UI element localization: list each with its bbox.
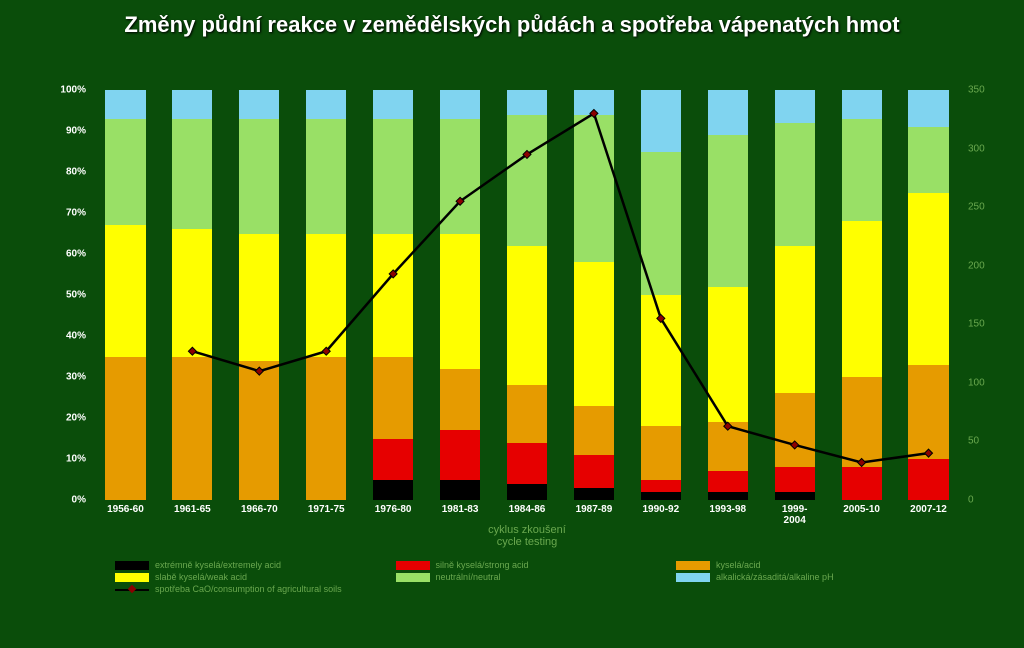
legend-label: neutrální/neutral	[436, 572, 501, 582]
line-path	[192, 113, 928, 462]
y-tick-label: 90%	[66, 126, 86, 137]
y-tick-label: 70%	[66, 208, 86, 219]
line-marker	[188, 347, 196, 355]
line-marker	[858, 459, 866, 467]
line-series	[92, 90, 962, 500]
y2-tick-label: 200	[968, 260, 985, 271]
legend-label: slabě kyselá/weak acid	[155, 572, 247, 582]
legend-item: silně kyselá/strong acid	[396, 560, 677, 570]
y-tick-label: 10%	[66, 454, 86, 465]
page-title: Změny půdní reakce v zemědělských půdách…	[0, 12, 1024, 38]
x-tick-label: 2007-12	[888, 504, 968, 515]
y2-tick-label: 50	[968, 436, 979, 447]
line-marker	[255, 367, 263, 375]
legend-item: extrémně kyselá/extremely acid	[115, 560, 396, 570]
legend-label: alkalická/zásaditá/alkaline pH	[716, 572, 834, 582]
legend-label: silně kyselá/strong acid	[436, 560, 529, 570]
plot-area: 0%10%20%30%40%50%60%70%80%90%100%0501001…	[92, 90, 962, 500]
legend-swatch	[676, 573, 710, 582]
y-tick-label: 40%	[66, 331, 86, 342]
y2-tick-label: 100	[968, 377, 985, 388]
legend-line-swatch	[115, 584, 149, 594]
legend-swatch	[396, 573, 430, 582]
y-tick-label: 80%	[66, 167, 86, 178]
legend-swatch	[396, 561, 430, 570]
legend-swatch	[115, 561, 149, 570]
legend-swatch	[115, 573, 149, 582]
y-tick-label: 20%	[66, 413, 86, 424]
y2-tick-label: 350	[968, 85, 985, 96]
y-tick-label: 50%	[66, 290, 86, 301]
y-tick-label: 60%	[66, 249, 86, 260]
y-tick-label: 30%	[66, 372, 86, 383]
legend-swatch	[676, 561, 710, 570]
legend-label: spotřeba CaO/consumption of agricultural…	[155, 584, 342, 594]
y2-tick-label: 250	[968, 202, 985, 213]
x-axis-label: cyklus zkoušení cycle testing	[92, 524, 962, 548]
y-tick-label: 100%	[60, 85, 86, 96]
legend-label: extrémně kyselá/extremely acid	[155, 560, 281, 570]
legend-item: kyselá/acid	[676, 560, 957, 570]
chart-container: Změny půdní reakce v zemědělských půdách…	[0, 0, 1024, 648]
legend-item: neutrální/neutral	[396, 572, 677, 582]
line-marker	[791, 441, 799, 449]
legend: extrémně kyselá/extremely acid silně kyse…	[115, 560, 965, 596]
legend-label: kyselá/acid	[716, 560, 761, 570]
y2-tick-label: 300	[968, 143, 985, 154]
y-tick-label: 0%	[72, 495, 86, 506]
y2-tick-label: 150	[968, 319, 985, 330]
line-marker	[925, 449, 933, 457]
legend-item-line: spotřeba CaO/consumption of agricultural…	[115, 584, 965, 594]
y2-tick-label: 0	[968, 495, 974, 506]
legend-item: slabě kyselá/weak acid	[115, 572, 396, 582]
legend-item: alkalická/zásaditá/alkaline pH	[676, 572, 957, 582]
